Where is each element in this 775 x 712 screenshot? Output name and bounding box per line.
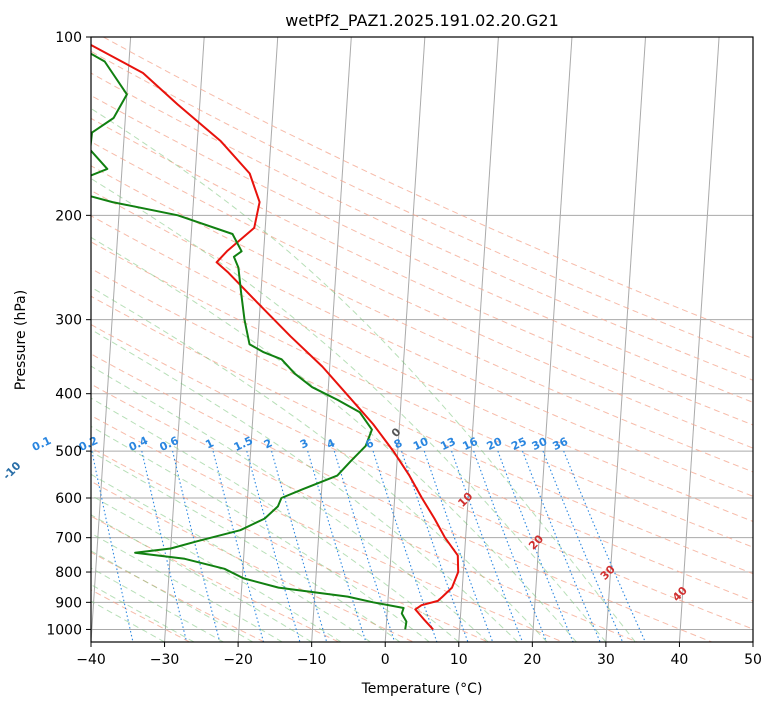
dry-adiabat-line xyxy=(91,72,753,381)
isotherm-line xyxy=(605,37,647,642)
y-tick-label: 200 xyxy=(55,208,82,224)
dry-adiabat-line xyxy=(91,515,340,642)
mixing-ratio-line xyxy=(271,450,328,642)
mixing-ratio-label: 20 xyxy=(485,435,505,453)
moist-adiabat-line xyxy=(91,236,577,642)
mixing-ratio-label: 6 xyxy=(363,436,376,451)
isotherm-line xyxy=(164,37,205,642)
x-tick-label: −10 xyxy=(297,652,327,668)
mixing-ratio-line xyxy=(542,450,624,642)
axes: −40 −30 −20 −10 0 10 20 30 40 50 1000 900 800 700 600 5… xyxy=(46,30,762,668)
isotherm-line xyxy=(678,37,720,642)
dry-adiabat-line xyxy=(91,353,712,642)
y-axis-label: Pressure (hPa) xyxy=(13,290,29,390)
mixing-ratio-label: 36 xyxy=(551,435,571,453)
dry-adiabat-line xyxy=(91,94,753,403)
moist-adiabat-label: 40 xyxy=(670,584,690,604)
moist-adiabat-line xyxy=(91,177,607,642)
isotherm-line xyxy=(531,37,573,642)
mixing-ratio-line xyxy=(333,450,396,642)
mixing-ratio-line xyxy=(212,450,265,642)
dry-adiabat-line xyxy=(91,117,753,426)
moist-adiabat-line xyxy=(91,473,371,642)
mixing-ratio-label: 25 xyxy=(509,435,528,453)
x-tick-label: 50 xyxy=(744,652,762,668)
y-tick-label: 1000 xyxy=(46,622,82,638)
mixing-ratio-line xyxy=(423,450,494,642)
moist-adiabat-line xyxy=(91,397,460,642)
adiabat-labels: -100-90-80-70-60-50-40-30-20-10010203040… xyxy=(0,425,690,604)
dry-adiabat-line xyxy=(91,141,753,449)
chart-title: wetPf2_PAZ1.2025.191.02.20.G21 xyxy=(285,11,559,31)
moist-adiabat-line xyxy=(91,567,224,642)
moist-adiabat-line xyxy=(91,328,518,642)
dry-adiabat-line xyxy=(91,480,414,642)
mixing-ratio-label: 10 xyxy=(411,435,431,453)
background-lines xyxy=(91,37,753,642)
plot-frame xyxy=(90,36,754,643)
moist-adiabat-line xyxy=(91,286,548,642)
mixing-ratio-label: 3 xyxy=(298,436,310,451)
moist-adiabat-label: 20 xyxy=(526,532,546,552)
dry-adiabat-line xyxy=(91,50,753,360)
y-tick-label: 700 xyxy=(55,531,82,547)
moist-adiabat-line xyxy=(91,450,401,642)
dry-adiabat-line xyxy=(91,383,638,642)
x-tick-label: −40 xyxy=(76,652,106,668)
temperature-line xyxy=(91,43,460,631)
x-axis-label: Temperature (°C) xyxy=(361,681,483,697)
dry-adiabat-line xyxy=(91,189,753,497)
mixing-ratio-label: 4 xyxy=(325,436,338,451)
moist-adiabat-line xyxy=(91,107,636,642)
dry-adiabat-line xyxy=(91,414,563,642)
mixing-ratio-line xyxy=(401,450,469,642)
moist-adiabat-line xyxy=(91,550,254,642)
isotherm-line xyxy=(237,37,279,642)
mixing-ratio-label: 2 xyxy=(262,436,274,451)
dewpoint-line xyxy=(91,52,408,630)
dry-adiabat-line xyxy=(91,268,753,575)
y-tick-label: 500 xyxy=(55,444,82,460)
moist-adiabat-label: 30 xyxy=(598,563,618,583)
mixing-ratio-line xyxy=(563,450,646,642)
x-tick-label: 40 xyxy=(671,652,689,668)
moist-adiabat-line xyxy=(91,514,312,642)
mixing-ratio-label: 30 xyxy=(530,435,550,453)
x-tick-label: 0 xyxy=(381,652,390,668)
isotherm-line xyxy=(458,37,499,642)
mixing-ratio-label: 13 xyxy=(438,435,457,453)
y-tick-label: 300 xyxy=(55,313,82,329)
y-tick-label: 600 xyxy=(55,491,82,507)
mixing-ratio-label: 0.1 xyxy=(30,434,53,454)
mixing-ratio-line xyxy=(372,450,438,642)
dry-adiabat-line xyxy=(91,241,753,548)
mixing-ratio-line xyxy=(246,450,301,642)
dry-adiabat-line xyxy=(91,324,753,630)
x-tick-label: 20 xyxy=(523,652,541,668)
isotherm-line xyxy=(752,634,753,642)
x-tick-label: −20 xyxy=(223,652,253,668)
mixing-ratio-line xyxy=(172,450,221,642)
x-tick-label: 10 xyxy=(450,652,468,668)
dry-adiabat-label: -10 xyxy=(0,459,23,482)
x-tick-label: −30 xyxy=(150,652,180,668)
isotherm-line xyxy=(384,37,426,642)
isotherm-line xyxy=(91,37,132,642)
y-tick-label: 900 xyxy=(55,595,82,611)
dry-adiabat-line xyxy=(91,215,753,522)
y-tick-label: 100 xyxy=(55,30,82,46)
dry-adiabat-line xyxy=(91,165,753,473)
dry-adiabat-line xyxy=(91,295,753,602)
sounding-profiles xyxy=(91,43,460,631)
y-tick-label: 800 xyxy=(55,565,82,581)
x-tick-label: 30 xyxy=(597,652,615,668)
mixing-ratio-line xyxy=(141,450,188,642)
moist-adiabat-line xyxy=(91,425,430,642)
moist-adiabat-line xyxy=(91,494,342,642)
mixing-ratio-label: 16 xyxy=(460,435,480,453)
mixing-ratio-line xyxy=(91,450,134,642)
y-tick-label: 400 xyxy=(55,387,82,403)
